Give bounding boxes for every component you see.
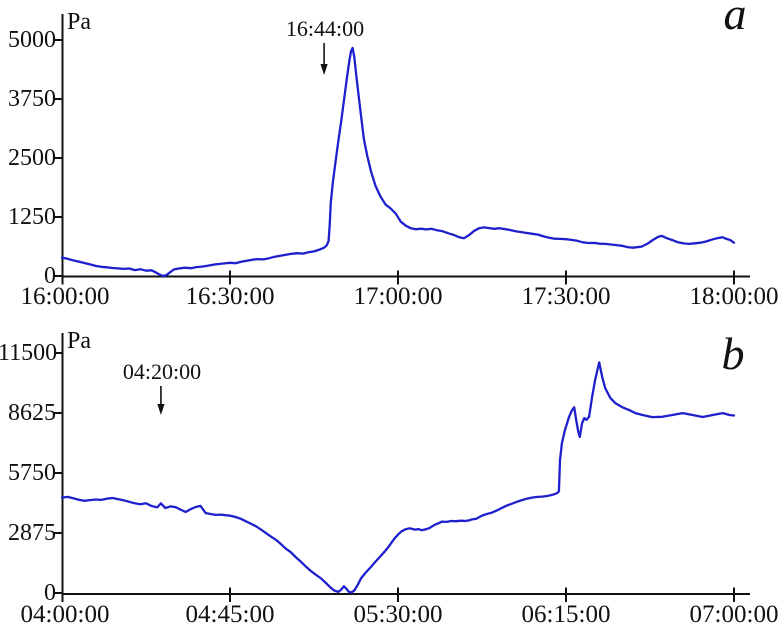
b-ytick-8625: 8625	[8, 400, 56, 426]
a-ytick-3750: 3750	[8, 86, 56, 112]
b-xtick-0530: 05:30:00	[353, 601, 443, 628]
b-ytick-11500: 11500	[0, 340, 58, 366]
b-ytick-2875: 2875	[8, 520, 56, 546]
b-xtick-0400: 04:00:00	[20, 601, 110, 628]
a-xtick-1600: 16:00:00	[20, 283, 110, 310]
b-panel-letter: b	[721, 328, 745, 379]
a-panel-letter: a	[723, 0, 747, 39]
b-unit-label: Pa	[67, 328, 91, 354]
a-event-annotation: 16:44:00	[285, 16, 365, 41]
panel-a-annotation-arrowhead-icon	[320, 64, 328, 75]
b-xtick-0615: 06:15:00	[521, 601, 611, 628]
b-event-annotation: 04:20:00	[122, 359, 202, 384]
a-unit-label: Pa	[67, 9, 91, 35]
a-xtick-1800: 18:00:00	[689, 283, 779, 310]
b-xtick-0445: 04:45:00	[185, 601, 275, 628]
panel-a-data-line	[60, 46, 736, 277]
b-ytick-5750: 5750	[8, 460, 56, 486]
panel-b-annotation-arrowhead-icon	[157, 404, 165, 415]
a-xtick-1730: 17:30:00	[521, 283, 611, 310]
a-xtick-1700: 17:00:00	[353, 283, 443, 310]
a-ytick-2500: 2500	[8, 145, 56, 171]
b-xtick-0700: 07:00:00	[689, 601, 779, 628]
b-ytick-0: 0	[44, 580, 56, 606]
a-ytick-1250: 1250	[8, 204, 56, 230]
a-xtick-1630: 16:30:00	[185, 283, 275, 310]
a-ytick-5000: 5000	[8, 27, 56, 53]
a-ytick-0: 0	[44, 263, 56, 289]
panel-b-data-line	[60, 361, 736, 594]
